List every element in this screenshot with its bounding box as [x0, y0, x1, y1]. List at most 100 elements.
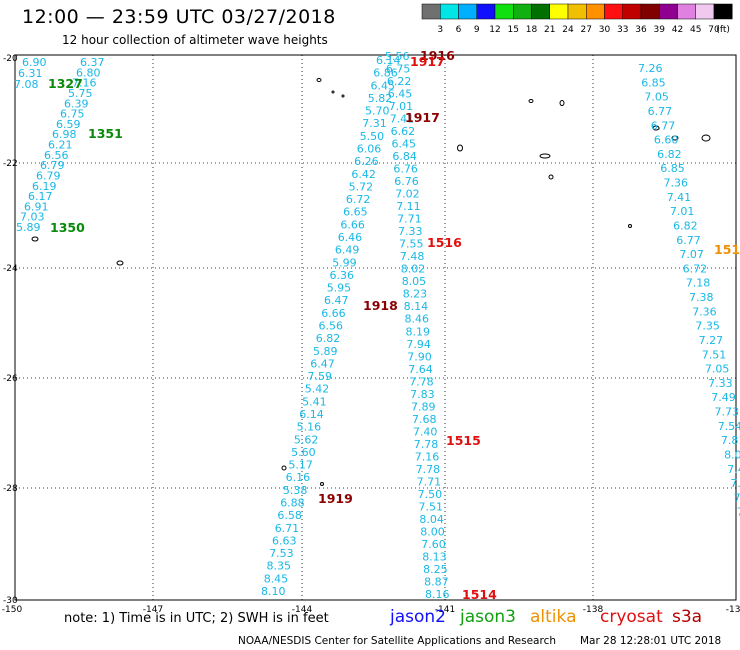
lat-tick-label: -28 — [3, 484, 18, 494]
pass-label: 1327 — [48, 76, 83, 91]
swh-value: 6.60 — [654, 134, 679, 147]
swh-value: 6.19 — [32, 180, 57, 193]
swh-value: 6.75 — [60, 108, 85, 121]
colorbar-label: 12 — [489, 25, 500, 35]
swh-value: 5.72 — [349, 180, 374, 193]
swh-value: 8.87 — [424, 576, 449, 589]
legend-cryosat: cryosat — [600, 607, 663, 627]
swh-value: 7.05 — [644, 91, 669, 104]
swh-value: 7.50 — [418, 488, 443, 501]
swh-value: 7.08 — [14, 78, 39, 91]
swh-value: 6.14 — [376, 54, 401, 67]
swh-value: 7.83 — [410, 388, 435, 401]
colorbar-label: 9 — [474, 25, 480, 35]
legend-jason3: jason3 — [460, 607, 516, 627]
swh-value: 5.16 — [297, 421, 322, 434]
swh-value: 8.46 — [405, 313, 430, 326]
colorbar-label: 70 — [708, 25, 720, 35]
footnote: note: 1) Time is in UTC; 2) SWH is in fe… — [64, 611, 329, 626]
swh-value: 6.66 — [321, 307, 346, 320]
swh-value: 5.75 — [68, 87, 93, 100]
swh-value: 7.36 — [692, 305, 717, 318]
swh-value: 6.16 — [286, 471, 311, 484]
swh-value: 8.14 — [404, 300, 429, 313]
pass-label: 1916 — [420, 48, 455, 63]
swh-value: 6.82 — [316, 332, 341, 345]
generated-timestamp: Mar 28 12:28:01 UTC 2018 — [580, 635, 722, 647]
colorbar-label: 33 — [617, 25, 628, 35]
pass-label: 1918 — [363, 298, 398, 313]
swh-value: 6.77 — [648, 105, 673, 118]
swh-value: 7.16 — [415, 450, 440, 463]
swh-value: 6.39 — [64, 97, 89, 110]
swh-value: 6.85 — [660, 162, 685, 175]
swh-value: 6.14 — [299, 408, 324, 421]
swh-value: 7.59 — [308, 370, 333, 383]
swh-value: 6.17 — [28, 190, 53, 203]
swh-value: 6.82 — [657, 148, 682, 161]
swh-value: 7.36 — [664, 177, 689, 190]
swh-value: 8.10 — [261, 585, 286, 598]
swh-value: 6.22 — [387, 75, 412, 88]
colorbar-label: 24 — [562, 25, 574, 35]
swh-value: 6.49 — [335, 244, 360, 257]
swh-value: 7.51 — [419, 500, 444, 513]
legend-jason2: jason2 — [390, 607, 446, 627]
lat-tick-label: -26 — [3, 374, 18, 384]
swh-value: 6.45 — [392, 138, 417, 151]
swh-value: 7.33 — [708, 377, 733, 390]
colorbar-label: 3 — [437, 25, 443, 35]
swh-value: 6.45 — [371, 79, 396, 92]
swh-value: 7.48 — [400, 250, 425, 263]
swh-value: 8.45 — [264, 572, 289, 585]
lat-tick-label: -30 — [3, 596, 18, 606]
swh-value: 8.02 — [401, 263, 426, 276]
island-outline — [457, 144, 463, 152]
island-outline — [281, 465, 287, 471]
swh-value: 7.55 — [399, 238, 424, 251]
island-outline — [539, 153, 551, 159]
island-outline — [701, 134, 711, 142]
swh-value: 6.21 — [48, 139, 73, 152]
swh-value: 7.18 — [686, 277, 711, 290]
swh-value: 8.35 — [267, 560, 292, 573]
pass-label: 1516 — [427, 235, 462, 250]
page-subtitle: 12 hour collection of altimeter wave hei… — [62, 33, 328, 47]
colorbar-label: 45 — [690, 25, 701, 35]
swh-value: 7.73 — [715, 406, 740, 419]
swh-value: 6.45 — [388, 88, 413, 101]
swh-value: 5.17 — [288, 459, 313, 472]
swh-value: 6.84 — [392, 150, 417, 163]
lon-tick-label: -135 — [726, 605, 740, 615]
swh-value: 7.89 — [411, 400, 436, 413]
pass-label: 1514 — [462, 587, 497, 602]
swh-value: 6.79 — [36, 169, 61, 182]
swh-value: 7.78 — [409, 375, 434, 388]
swh-value: 7.51 — [702, 348, 727, 361]
swh-value: 6.56 — [319, 320, 344, 333]
swh-value: 7.53 — [269, 547, 294, 560]
swh-value: 6.77 — [651, 119, 676, 132]
swh-value: 6.75 — [386, 63, 411, 76]
pass-label: 1919 — [318, 491, 353, 506]
swh-value: 7.81 — [721, 434, 740, 447]
swh-value: 7.16 — [72, 77, 97, 90]
swh-value: 8.05 — [402, 275, 427, 288]
credit-line: NOAA/NESDIS Center for Satellite Applica… — [238, 635, 556, 647]
island-outline — [31, 236, 39, 242]
swh-value: 6.46 — [338, 231, 363, 244]
lat-tick-label: -24 — [3, 264, 18, 274]
island-outline — [341, 94, 345, 98]
swh-value: 7.11 — [396, 200, 421, 213]
lon-tick-label: -141 — [435, 605, 455, 615]
swh-value: 7.41 — [667, 191, 692, 204]
swh-value: 5.50 — [360, 130, 385, 143]
swh-value: 7.01 — [389, 100, 414, 113]
swh-value: 7.41 — [390, 113, 415, 126]
swh-value: 7.90 — [407, 350, 432, 363]
lon-tick-label: -138 — [583, 605, 604, 615]
swh-value: 7.6 — [730, 477, 740, 490]
swh-value: 7.05 — [705, 363, 730, 376]
swh-value: 6.31 — [18, 67, 43, 80]
swh-value: 6.47 — [310, 357, 335, 370]
